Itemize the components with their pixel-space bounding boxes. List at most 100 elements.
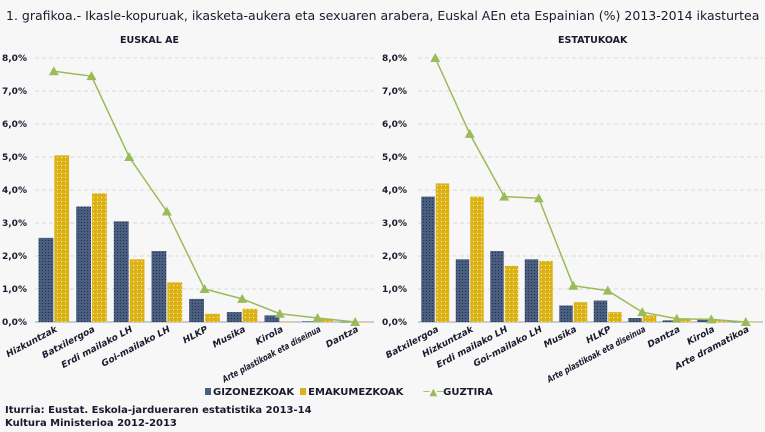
total-marker <box>533 193 544 203</box>
y-tick-label: 2,0% <box>2 252 27 262</box>
bar-women <box>318 318 333 322</box>
bar-women <box>54 155 70 322</box>
total-marker <box>124 152 135 161</box>
total-marker <box>637 307 648 317</box>
right-chart-title: ESTATUKOAK <box>558 35 628 46</box>
x-category-label: HLKP <box>182 325 211 347</box>
left-chart: 0,0%1,0%2,0%3,0%4,0%5,0%6,0%7,0%8,0%Hizk… <box>2 54 374 386</box>
total-marker <box>706 314 717 324</box>
x-category-label: Musika <box>211 325 247 351</box>
legend-men: GIZONEZKOAK <box>205 387 294 398</box>
y-tick-label: 2,0% <box>382 252 407 262</box>
bar-women <box>539 260 553 322</box>
y-tick-label: 8,0% <box>2 54 27 64</box>
left-chart-title: EUSKAL AE <box>120 35 179 46</box>
x-category-label: Goi-mailako LH <box>100 325 173 370</box>
bar-men <box>151 251 167 322</box>
bar-men <box>302 321 317 322</box>
source-note: Iturria: Eustat. Eskola-jardueraren esta… <box>5 404 312 430</box>
bar-men <box>593 300 608 322</box>
y-tick-label: 6,0% <box>2 120 27 130</box>
bar-women <box>677 318 691 322</box>
bar-men <box>38 237 54 322</box>
bar-women <box>642 315 657 322</box>
bar-women <box>167 282 183 322</box>
bar-men <box>76 206 91 322</box>
total-marker <box>740 317 751 326</box>
total-marker <box>312 313 323 323</box>
bar-women <box>92 193 107 322</box>
legend-women: EMAKUMEZKOAK <box>300 387 403 398</box>
bar-women <box>242 308 258 322</box>
y-tick-label: 7,0% <box>382 87 407 97</box>
source-line-2: Kultura Ministerioa 2012-2013 <box>5 418 177 429</box>
total-marker <box>161 206 172 216</box>
right-chart: 0,0%1,0%2,0%3,0%4,0%5,0%6,0%7,0%8,0%Batx… <box>382 53 763 386</box>
y-tick-label: 0,0% <box>2 318 27 328</box>
bar-men <box>524 259 539 322</box>
y-tick-label: 0,0% <box>382 318 407 328</box>
total-marker <box>86 71 97 81</box>
bar-men <box>455 259 470 322</box>
total-marker <box>237 293 248 303</box>
bar-men <box>339 322 355 323</box>
bar-women <box>608 312 622 322</box>
bar-women <box>711 320 726 322</box>
legend-women-swatch <box>300 388 307 395</box>
y-tick-label: 6,0% <box>382 120 407 130</box>
total-marker <box>464 128 475 138</box>
y-tick-label: 4,0% <box>382 186 407 196</box>
bar-women <box>504 265 519 322</box>
bar-women <box>280 322 296 323</box>
bar-women <box>470 196 484 322</box>
bar-men <box>264 315 280 322</box>
bar-women <box>205 313 220 322</box>
y-tick-label: 4,0% <box>2 186 27 196</box>
bar-women <box>573 302 588 322</box>
y-tick-label: 1,0% <box>2 285 27 295</box>
bar-men <box>628 318 642 322</box>
legend-men-label: GIZONEZKOAK <box>213 387 295 398</box>
total-marker <box>350 317 361 326</box>
bar-women <box>435 183 450 322</box>
total-marker <box>499 191 510 201</box>
y-tick-label: 1,0% <box>382 285 407 295</box>
bar-men <box>421 196 435 322</box>
y-tick-label: 8,0% <box>382 54 407 64</box>
y-tick-label: 5,0% <box>382 153 407 163</box>
bar-men <box>113 221 129 322</box>
y-tick-label: 3,0% <box>382 219 407 229</box>
total-marker <box>430 53 441 62</box>
bar-men <box>731 322 746 323</box>
x-category-label: Dantza <box>324 325 360 351</box>
bar-men <box>559 305 573 322</box>
bar-women <box>355 322 371 323</box>
legend-men-swatch <box>205 388 211 395</box>
legend: GIZONEZKOAK EMAKUMEZKOAK ─▲─GUZTIRA <box>205 387 493 398</box>
y-tick-label: 5,0% <box>2 153 27 163</box>
bar-men <box>697 319 711 322</box>
total-line <box>434 57 746 323</box>
total-marker <box>48 66 59 76</box>
total-marker <box>274 308 285 318</box>
legend-women-label: EMAKUMEZKOAK <box>308 387 404 398</box>
y-tick-label: 7,0% <box>2 87 27 97</box>
total-marker <box>568 280 579 290</box>
total-marker <box>671 313 682 323</box>
triangle-marker-icon: ─▲─ <box>423 387 444 398</box>
figure-title: 1. grafikoa.- Ikasle-kopuruak, ikasketa-… <box>6 8 760 23</box>
source-line-1: Iturria: Eustat. Eskola-jardueraren esta… <box>5 405 312 416</box>
bar-men <box>189 298 204 322</box>
x-category-label: Musika <box>542 325 578 351</box>
bar-men <box>662 320 677 322</box>
bar-women <box>746 322 760 323</box>
bar-women <box>129 259 145 322</box>
bar-men <box>226 312 242 322</box>
legend-total-label: GUZTIRA <box>443 387 493 398</box>
legend-total: ─▲─GUZTIRA <box>423 387 492 398</box>
total-marker <box>602 285 613 295</box>
y-tick-label: 3,0% <box>2 219 27 229</box>
total-marker <box>199 284 210 293</box>
